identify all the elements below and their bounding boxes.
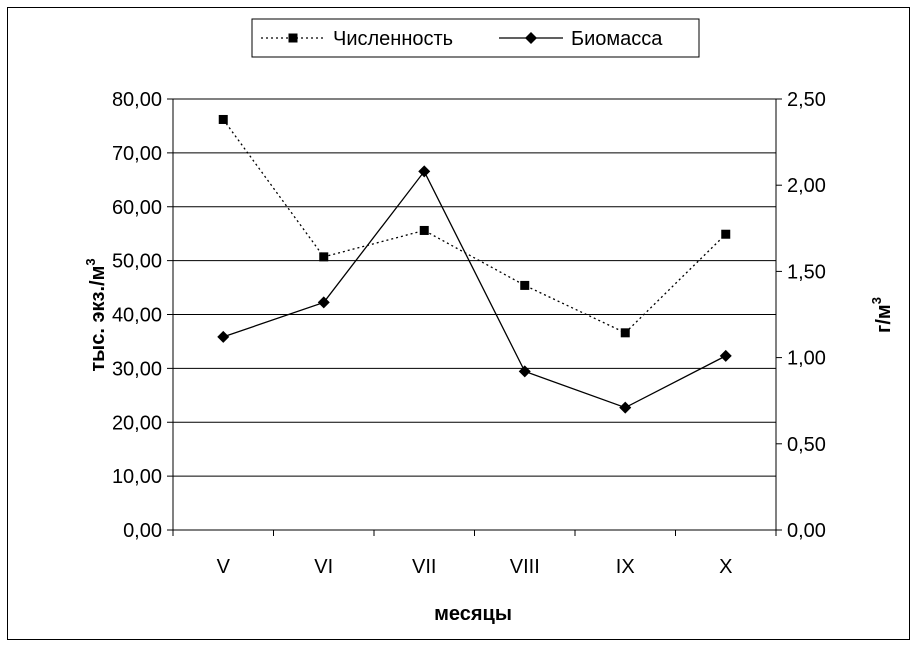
x-tick-label: X <box>719 556 732 578</box>
right-y-axis-title: г/м3 <box>869 297 895 333</box>
legend-label: Численность <box>333 28 453 50</box>
chart-frame <box>7 7 910 640</box>
series-line <box>223 170 727 409</box>
x-tick-label: VIII <box>510 556 540 578</box>
data-point <box>518 365 531 378</box>
x-tick-label: IX <box>616 556 635 578</box>
legend-marker <box>525 32 537 44</box>
right-tick-label: 0,50 <box>787 434 826 456</box>
data-point <box>619 401 632 414</box>
right-y-axis-title-text: г/м <box>873 304 895 333</box>
left-tick-label: 40,00 <box>112 305 162 327</box>
data-point <box>418 165 431 178</box>
x-axis-title: месяцы <box>434 603 512 625</box>
legend-label: Биомасса <box>571 28 663 50</box>
left-y-axis-title-text: тыс. экз./м <box>87 266 109 372</box>
data-point <box>721 229 731 239</box>
right-y-axis-title-superscript: 3 <box>869 297 884 304</box>
series-1 <box>218 114 731 338</box>
right-tick-label: 1,00 <box>787 348 826 370</box>
data-point <box>520 280 530 290</box>
left-tick-label: 50,00 <box>112 251 162 273</box>
right-tick-label: 0,00 <box>787 520 826 542</box>
series-2 <box>217 165 732 414</box>
data-point <box>719 349 732 362</box>
data-point <box>319 252 329 262</box>
left-y-axis-ticks: 0,00 10,00 20,00 30,00 40,00 50,00 60,00 70,00 8… <box>112 89 173 542</box>
x-axis-ticks: V VI VII VIII IX X <box>172 530 777 578</box>
series-line <box>222 119 727 334</box>
left-tick-label: 80,00 <box>112 89 162 111</box>
legend-marker <box>288 33 298 43</box>
left-tick-label: 30,00 <box>112 358 162 380</box>
right-y-axis-ticks: 0,00 0,50 1,00 1,50 2,00 2,50 <box>776 89 826 542</box>
left-tick-label: 60,00 <box>112 197 162 219</box>
left-tick-label: 0,00 <box>123 520 162 542</box>
left-y-axis-title: тыс. экз./м3 <box>83 258 109 371</box>
left-tick-label: 70,00 <box>112 143 162 165</box>
legend: Численность Биомасса <box>251 18 700 58</box>
right-tick-label: 2,00 <box>787 175 826 197</box>
data-point <box>217 330 230 343</box>
legend-box <box>251 18 700 58</box>
left-y-axis-title-superscript: 3 <box>83 258 98 265</box>
x-tick-label: VII <box>412 556 436 578</box>
data-point <box>620 328 630 338</box>
right-tick-label: 1,50 <box>787 261 826 283</box>
left-tick-label: 10,00 <box>112 466 162 488</box>
gridlines <box>173 98 776 477</box>
data-point <box>218 114 228 124</box>
x-tick-label: VI <box>314 556 333 578</box>
right-tick-label: 2,50 <box>787 89 826 111</box>
data-point <box>317 296 330 309</box>
x-tick-label: V <box>217 556 231 578</box>
left-tick-label: 20,00 <box>112 412 162 434</box>
series-layer <box>217 114 732 414</box>
data-point <box>419 225 429 235</box>
